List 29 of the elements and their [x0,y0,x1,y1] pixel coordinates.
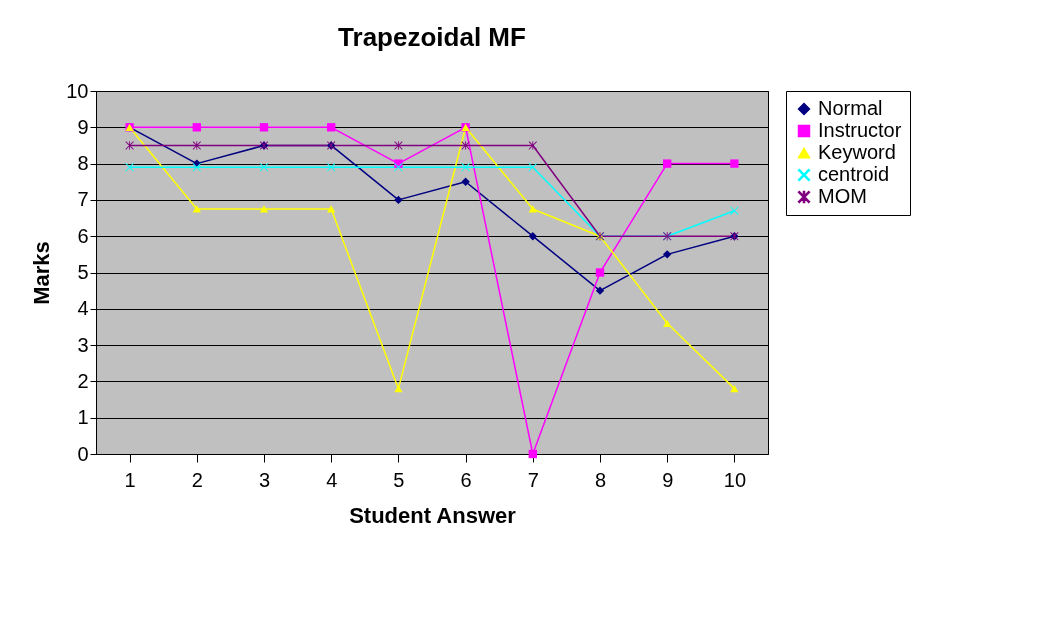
x-tick-label: 5 [393,468,405,491]
y-tick-label: 2 [77,369,89,392]
y-tick-label: 1 [77,406,89,429]
x-tick-label: 2 [191,468,203,491]
y-tick-label: 0 [77,442,89,465]
y-tick-label: 6 [77,224,89,247]
y-tick-label: 5 [77,261,89,283]
legend-label: Instructor [818,119,902,141]
x-tick-label: 6 [460,468,472,491]
y-tick-label: 10 [66,79,89,102]
legend-label: Keyword [818,141,896,163]
x-tick-label: 4 [326,468,338,491]
legend-label: Normal [818,97,883,119]
x-tick-label: 9 [662,468,674,491]
legend-label: MOM [818,185,867,207]
x-tick-label: 10 [723,468,747,491]
y-tick-label: 7 [77,188,89,211]
y-tick-label: 3 [77,333,89,356]
x-tick-label: 1 [124,468,136,491]
x-tick-label: 3 [258,468,271,491]
chart-title: Trapezoidal MF [338,22,526,52]
x-axis-title: Student Answer [349,502,517,528]
legend-label: centroid [818,163,890,185]
y-tick-label: 9 [77,115,89,138]
y-axis-title: Marks [29,241,55,305]
y-tick-label: 4 [77,297,89,320]
x-tick-label: 7 [527,468,539,491]
y-tick-label: 8 [77,152,89,175]
x-tick-label: 8 [594,468,607,491]
